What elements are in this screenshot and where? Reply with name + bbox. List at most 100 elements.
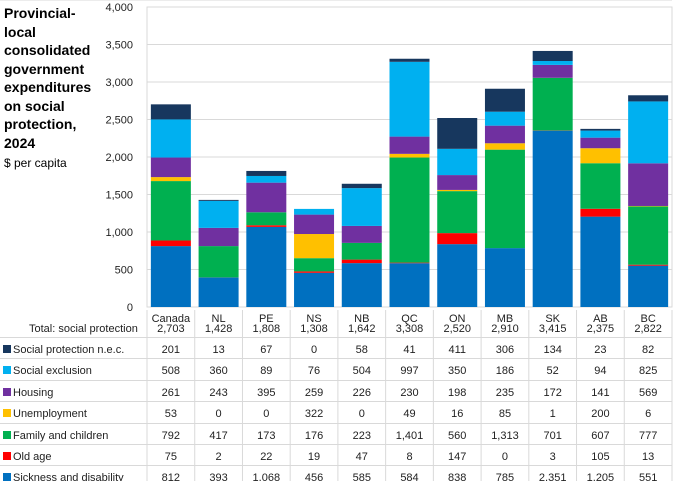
bar-segment <box>628 206 669 265</box>
table-cell: 6 <box>645 408 651 420</box>
legend-key <box>3 452 11 460</box>
table-cell: 1,808 <box>253 323 281 335</box>
bar-segment <box>484 143 525 150</box>
table-cell: 53 <box>165 408 177 420</box>
table-cell: 551 <box>639 472 657 481</box>
table-cell: 147 <box>448 451 466 463</box>
y-tick-label: 3,500 <box>105 40 133 52</box>
chart-title: Provincial-local consolidated government… <box>4 5 92 151</box>
x-tick-label: NL <box>212 313 226 325</box>
table-cell: 259 <box>305 387 323 399</box>
table-cell: 176 <box>305 430 323 442</box>
table-cell: 1,068 <box>253 472 281 481</box>
legend-label: Sickness and disability <box>13 472 124 481</box>
table-cell: 105 <box>591 451 609 463</box>
bar-segment <box>294 271 335 273</box>
table-cell: 89 <box>260 365 272 377</box>
table-cell: 230 <box>400 387 418 399</box>
table-cell: 0 <box>359 408 365 420</box>
table-cell: 47 <box>356 451 368 463</box>
table-cell: 2,910 <box>491 323 519 335</box>
table-cell: 41 <box>403 344 415 356</box>
bar-segment <box>198 200 239 228</box>
y-tick-label: 2,000 <box>105 152 133 164</box>
table-cell: 306 <box>496 344 514 356</box>
table-cell: 2,703 <box>157 323 185 335</box>
table-cell: 67 <box>260 344 272 356</box>
table-cell: 235 <box>496 387 514 399</box>
table-cell: 52 <box>547 365 559 377</box>
bar-segment <box>389 157 430 263</box>
table-cell: 173 <box>257 430 275 442</box>
total-label: Total: social protection <box>29 323 138 335</box>
y-tick-label: 3,000 <box>105 77 133 89</box>
bar-segment <box>437 233 478 245</box>
table-cell: 508 <box>162 365 180 377</box>
table-cell: 2,520 <box>443 323 471 335</box>
bar-segment <box>437 148 478 176</box>
y-tick-label: 0 <box>127 302 133 314</box>
x-tick-label: QC <box>401 313 418 325</box>
bar-segment <box>198 199 239 201</box>
table-cell: 82 <box>642 344 654 356</box>
bar-segment <box>246 212 287 226</box>
bar-segment <box>532 77 573 131</box>
table-cell: 584 <box>400 472 418 481</box>
table-cell: 607 <box>591 430 609 442</box>
bar-segment <box>484 111 525 126</box>
x-tick-label: PE <box>259 313 274 325</box>
table-cell: 393 <box>209 472 227 481</box>
table-cell: 456 <box>305 472 323 481</box>
legend-key <box>3 473 11 481</box>
x-tick-label: SK <box>545 313 560 325</box>
bar-segment <box>389 263 430 307</box>
table-cell: 85 <box>499 408 511 420</box>
table-cell: 261 <box>162 387 180 399</box>
legend-key <box>3 409 11 417</box>
table-cell: 2,351 <box>539 472 567 481</box>
bar-segment <box>341 188 382 226</box>
legend-key <box>3 366 11 374</box>
table-cell: 322 <box>305 408 323 420</box>
table-cell: 560 <box>448 430 466 442</box>
bar-segment <box>341 259 382 264</box>
bar-segment <box>484 88 525 112</box>
bar-segment <box>437 118 478 149</box>
bar-segment <box>341 183 382 189</box>
bar-segment <box>532 130 573 307</box>
bar-segment <box>150 157 191 178</box>
table-cell: 0 <box>311 344 317 356</box>
table-cell: 3,308 <box>396 323 424 335</box>
bar-segment <box>628 264 669 266</box>
y-tick-label: 1,500 <box>105 190 133 202</box>
bar-segment <box>246 170 287 176</box>
bar-segment <box>580 137 621 149</box>
table-cell: 49 <box>403 408 415 420</box>
table-cell: 411 <box>448 344 466 356</box>
table-cell: 94 <box>594 365 606 377</box>
table-cell: 825 <box>639 365 657 377</box>
table-cell: 200 <box>591 408 609 420</box>
legend-label: Old age <box>13 451 52 463</box>
bar-segment <box>484 248 525 307</box>
table-cell: 2 <box>216 451 222 463</box>
table-cell: 186 <box>496 365 514 377</box>
bar-segment <box>580 216 621 307</box>
table-cell: 1,205 <box>587 472 615 481</box>
bar-segment <box>198 277 239 307</box>
bar-segment <box>628 163 669 206</box>
bar-segment <box>628 101 669 164</box>
bar-segment <box>341 225 382 243</box>
x-tick-label: AB <box>593 313 608 325</box>
x-tick-label: BC <box>640 313 655 325</box>
table-cell: 22 <box>260 451 272 463</box>
legend-key <box>3 345 11 353</box>
table-cell: 76 <box>308 365 320 377</box>
bar-segment <box>150 246 191 307</box>
table-cell: 3,415 <box>539 323 567 335</box>
bar-segment <box>532 50 573 61</box>
table-cell: 1,313 <box>491 430 519 442</box>
table-cell: 777 <box>639 430 657 442</box>
bar-segment <box>628 265 669 307</box>
